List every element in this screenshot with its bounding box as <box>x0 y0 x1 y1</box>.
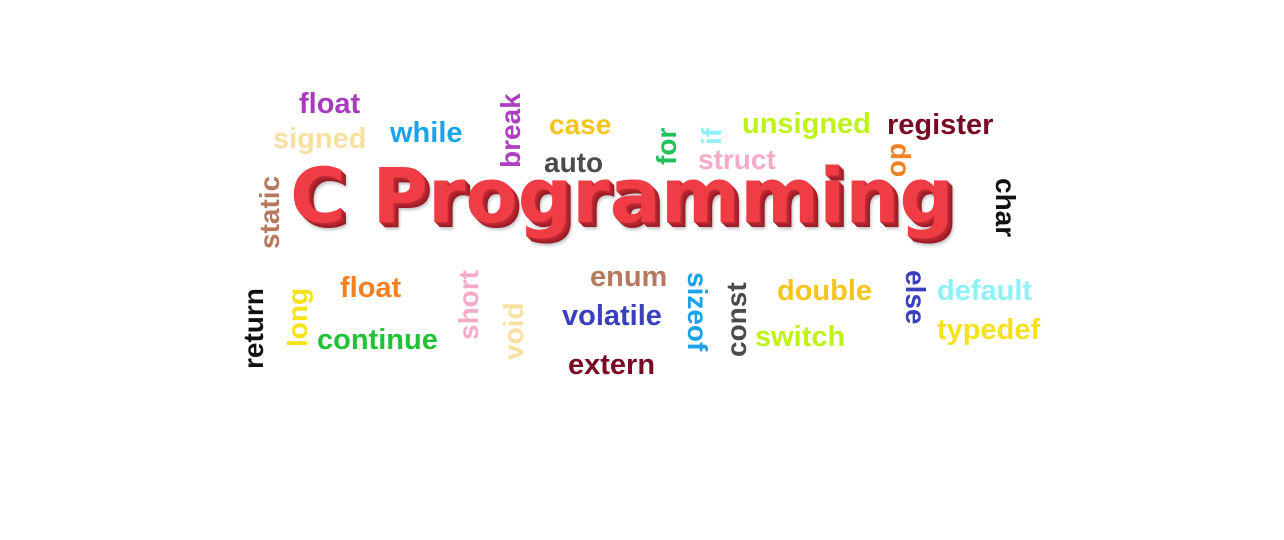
keyword-const: const <box>721 282 752 357</box>
keyword-default: default <box>937 275 1033 307</box>
keyword-long: long <box>282 287 313 347</box>
keyword-extern: extern <box>568 349 656 381</box>
keyword-break: break <box>495 93 526 168</box>
keyword-return: return <box>238 288 269 369</box>
keyword-volatile: volatile <box>562 300 662 332</box>
keyword-else: else <box>900 270 931 325</box>
keyword-auto: auto <box>544 147 604 178</box>
keyword-char: char <box>990 178 1021 238</box>
keyword-typedef: typedef <box>937 314 1041 346</box>
keyword-switch: switch <box>755 321 846 353</box>
keyword-do: do <box>885 143 916 178</box>
keyword-case: case <box>549 109 612 140</box>
keyword-float-top: float <box>299 88 361 120</box>
keyword-enum: enum <box>590 261 668 293</box>
main-title: C Programming <box>290 151 954 240</box>
keyword-double: double <box>777 275 873 307</box>
keyword-unsigned: unsigned <box>742 108 871 140</box>
keyword-short: short <box>453 270 484 340</box>
keyword-void: void <box>498 302 529 360</box>
keyword-if: if <box>696 127 727 145</box>
keyword-float-bottom: float <box>340 272 402 304</box>
keyword-register: register <box>887 109 994 141</box>
keyword-continue: continue <box>317 324 438 356</box>
keyword-struct: struct <box>698 144 776 175</box>
keyword-signed: signed <box>273 123 367 155</box>
keyword-static: static <box>254 175 285 249</box>
keyword-while: while <box>390 117 463 149</box>
keyword-sizeof: sizeof <box>682 272 713 352</box>
keyword-for: for <box>651 127 682 165</box>
